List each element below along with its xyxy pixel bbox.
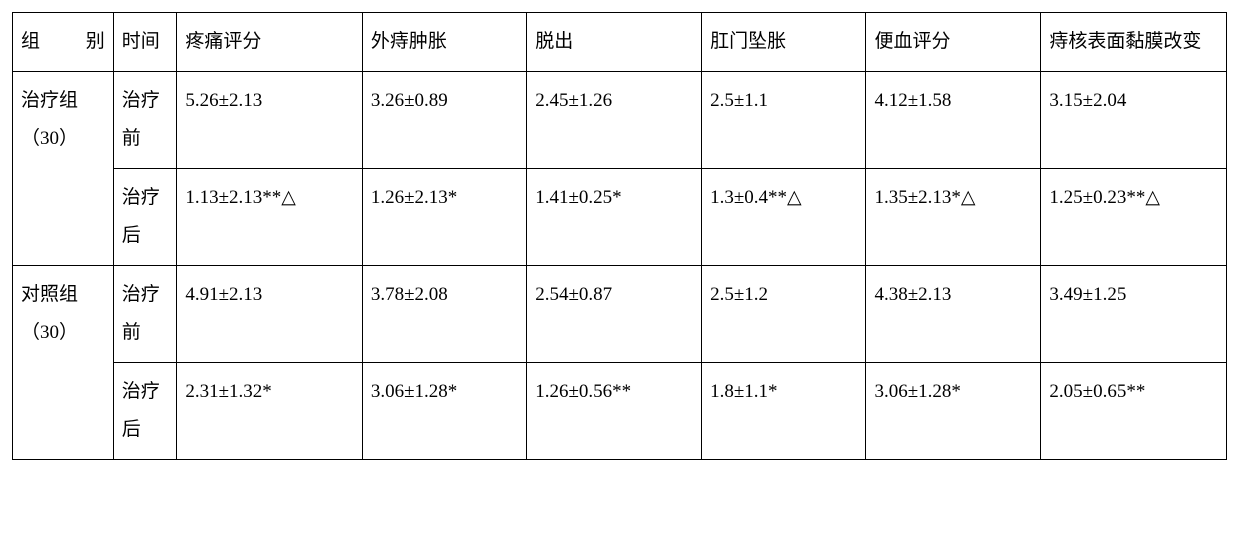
cell-value: 4.91±2.13 <box>177 266 363 363</box>
cell-value: 2.05±0.65** <box>1041 363 1227 460</box>
cell-value: 3.15±2.04 <box>1041 72 1227 169</box>
cell-value: 3.78±2.08 <box>362 266 526 363</box>
cell-value: 3.49±1.25 <box>1041 266 1227 363</box>
table-row: 治疗后 2.31±1.32* 3.06±1.28* 1.26±0.56** 1.… <box>13 363 1227 460</box>
table-row: 治疗组（30） 治疗前 5.26±2.13 3.26±0.89 2.45±1.2… <box>13 72 1227 169</box>
group-label-treatment: 治疗组（30） <box>13 72 114 266</box>
cell-value: 3.06±1.28* <box>362 363 526 460</box>
cell-value: 2.31±1.32* <box>177 363 363 460</box>
group-label-control: 对照组（30） <box>13 266 114 460</box>
cell-value: 1.25±0.23**△ <box>1041 169 1227 266</box>
time-label: 治疗后 <box>113 363 177 460</box>
cell-value: 1.41±0.25* <box>527 169 702 266</box>
cell-value: 2.54±0.87 <box>527 266 702 363</box>
col-header-time: 时间 <box>113 13 177 72</box>
col-header-bleeding-score: 便血评分 <box>866 13 1041 72</box>
cell-value: 2.45±1.26 <box>527 72 702 169</box>
cell-value: 3.26±0.89 <box>362 72 526 169</box>
time-label: 治疗后 <box>113 169 177 266</box>
col-header-group: 组 别 <box>13 13 114 72</box>
cell-value: 1.26±2.13* <box>362 169 526 266</box>
cell-value: 1.13±2.13**△ <box>177 169 363 266</box>
cell-value: 1.35±2.13*△ <box>866 169 1041 266</box>
cell-value: 1.8±1.1* <box>702 363 866 460</box>
cell-value: 2.5±1.2 <box>702 266 866 363</box>
col-header-mucosa-change: 痔核表面黏膜改变 <box>1041 13 1227 72</box>
cell-value: 5.26±2.13 <box>177 72 363 169</box>
cell-value: 1.26±0.56** <box>527 363 702 460</box>
col-header-pain-score: 疼痛评分 <box>177 13 363 72</box>
cell-value: 2.5±1.1 <box>702 72 866 169</box>
cell-value: 4.12±1.58 <box>866 72 1041 169</box>
cell-value: 3.06±1.28* <box>866 363 1041 460</box>
clinical-comparison-table: 组 别 时间 疼痛评分 外痔肿胀 脱出 肛门坠胀 便血评分 痔核表面黏膜改变 治… <box>12 12 1227 460</box>
col-header-swelling: 外痔肿胀 <box>362 13 526 72</box>
time-label: 治疗前 <box>113 72 177 169</box>
time-label: 治疗前 <box>113 266 177 363</box>
cell-value: 1.3±0.4**△ <box>702 169 866 266</box>
table-row: 治疗后 1.13±2.13**△ 1.26±2.13* 1.41±0.25* 1… <box>13 169 1227 266</box>
col-header-anal-distension: 肛门坠胀 <box>702 13 866 72</box>
cell-value: 4.38±2.13 <box>866 266 1041 363</box>
col-header-prolapse: 脱出 <box>527 13 702 72</box>
table-row: 对照组（30） 治疗前 4.91±2.13 3.78±2.08 2.54±0.8… <box>13 266 1227 363</box>
table-header-row: 组 别 时间 疼痛评分 外痔肿胀 脱出 肛门坠胀 便血评分 痔核表面黏膜改变 <box>13 13 1227 72</box>
